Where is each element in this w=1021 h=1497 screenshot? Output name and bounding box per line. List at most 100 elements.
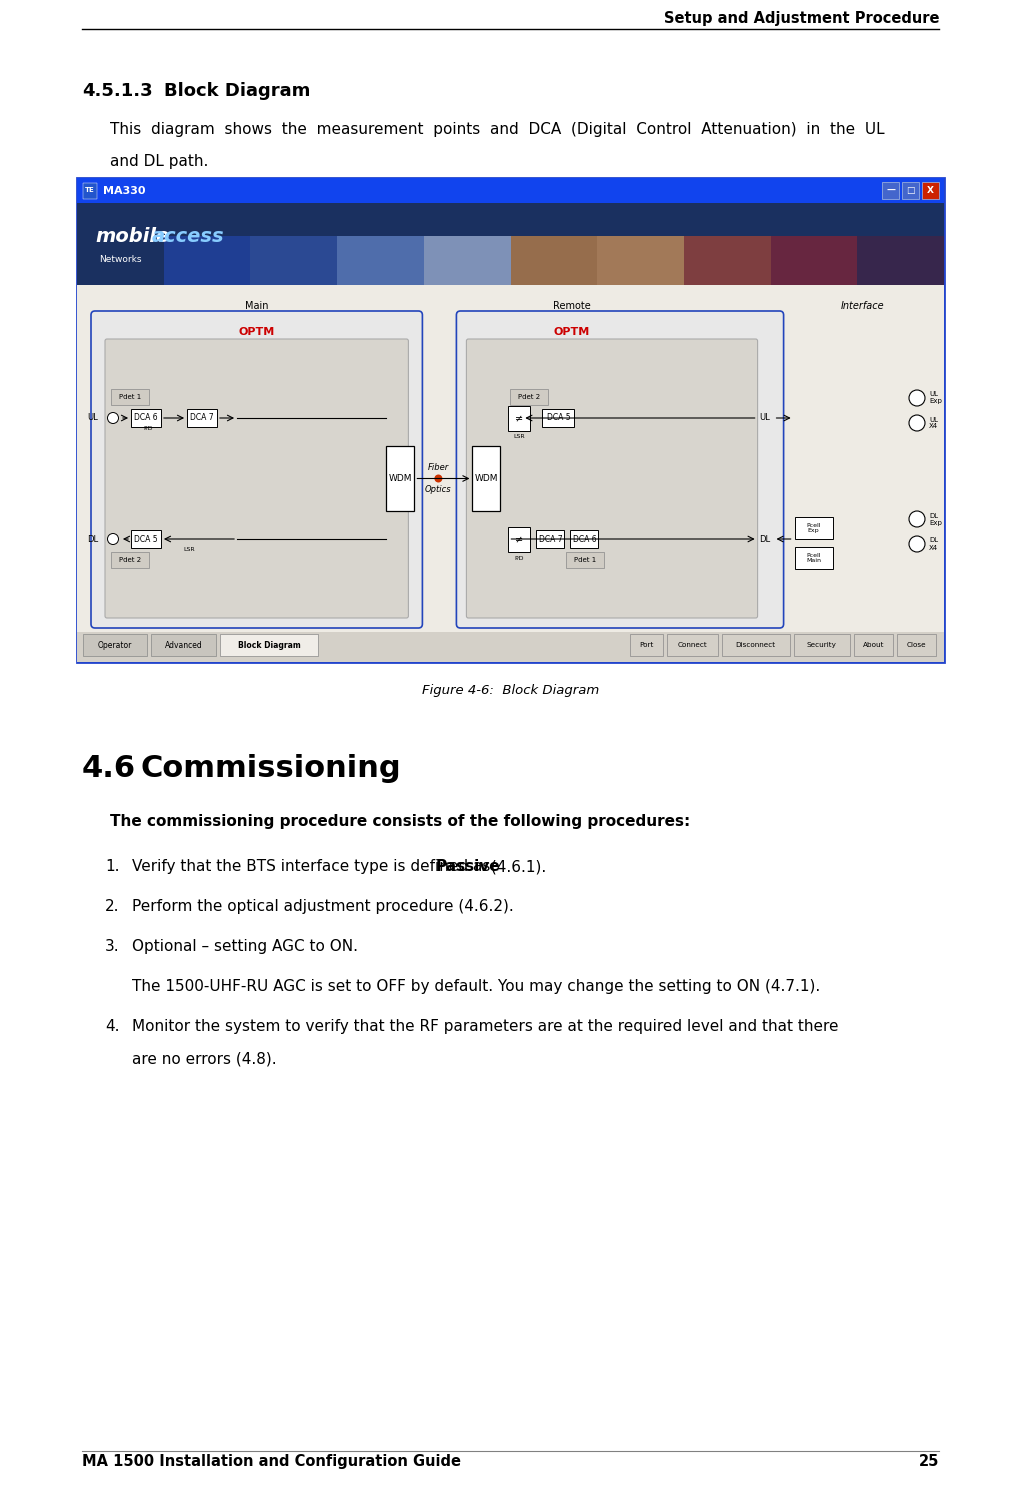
- Text: 1.: 1.: [105, 859, 119, 874]
- FancyBboxPatch shape: [510, 389, 548, 406]
- Text: Block Diagram: Block Diagram: [238, 641, 300, 650]
- Text: Close: Close: [907, 642, 926, 648]
- Text: 4.: 4.: [105, 1019, 119, 1034]
- Text: DL
X4: DL X4: [929, 537, 938, 551]
- Text: □: □: [907, 186, 915, 195]
- Text: DCA 6: DCA 6: [134, 413, 158, 422]
- FancyBboxPatch shape: [91, 311, 423, 629]
- Text: DL: DL: [760, 534, 771, 543]
- FancyBboxPatch shape: [902, 183, 919, 199]
- Text: LSR: LSR: [514, 434, 525, 440]
- Text: Connect: Connect: [677, 642, 708, 648]
- Text: Block Diagram: Block Diagram: [164, 82, 310, 100]
- FancyBboxPatch shape: [882, 183, 900, 199]
- FancyBboxPatch shape: [77, 632, 944, 662]
- FancyBboxPatch shape: [77, 204, 944, 284]
- FancyBboxPatch shape: [897, 635, 936, 656]
- Text: (4.6.1).: (4.6.1).: [486, 859, 546, 874]
- Text: UL: UL: [87, 413, 98, 422]
- Text: Figure 4-6:  Block Diagram: Figure 4-6: Block Diagram: [422, 684, 599, 698]
- Text: Operator: Operator: [98, 641, 133, 650]
- Text: 4.6: 4.6: [82, 754, 136, 783]
- FancyBboxPatch shape: [131, 530, 161, 548]
- Text: Commissioning: Commissioning: [140, 754, 400, 783]
- Text: UL
Exp: UL Exp: [929, 392, 942, 404]
- FancyBboxPatch shape: [220, 635, 319, 656]
- Text: Main: Main: [245, 301, 269, 311]
- FancyBboxPatch shape: [111, 389, 149, 406]
- Text: The 1500-UHF-RU AGC is set to OFF by default. You may change the setting to ON (: The 1500-UHF-RU AGC is set to OFF by def…: [132, 979, 820, 994]
- Text: Remote: Remote: [553, 301, 591, 311]
- FancyBboxPatch shape: [105, 338, 408, 618]
- Circle shape: [107, 533, 118, 545]
- FancyBboxPatch shape: [922, 183, 939, 199]
- Text: Monitor the system to verify that the RF parameters are at the required level an: Monitor the system to verify that the RF…: [132, 1019, 838, 1034]
- Text: OPTM: OPTM: [554, 326, 590, 337]
- Text: are no errors (4.8).: are no errors (4.8).: [132, 1051, 277, 1066]
- FancyBboxPatch shape: [111, 552, 149, 567]
- Text: Security: Security: [807, 642, 837, 648]
- FancyBboxPatch shape: [771, 237, 858, 284]
- FancyBboxPatch shape: [794, 546, 832, 569]
- Text: mobile: mobile: [95, 226, 169, 246]
- Text: DL: DL: [87, 534, 98, 543]
- FancyBboxPatch shape: [163, 237, 250, 284]
- Text: LSR: LSR: [183, 546, 195, 552]
- Text: P.D: P.D: [515, 555, 524, 560]
- Text: DCA 7: DCA 7: [190, 413, 213, 422]
- Text: DCA 6: DCA 6: [573, 534, 596, 543]
- Text: Setup and Adjustment Procedure: Setup and Adjustment Procedure: [664, 10, 939, 25]
- Text: Networks: Networks: [99, 254, 142, 263]
- Text: P.D: P.D: [143, 427, 153, 431]
- FancyBboxPatch shape: [77, 178, 944, 204]
- FancyBboxPatch shape: [250, 237, 337, 284]
- Text: MA330: MA330: [103, 186, 146, 196]
- Text: DCA 5: DCA 5: [134, 534, 158, 543]
- Text: Advanced: Advanced: [164, 641, 202, 650]
- Text: UL
X4: UL X4: [929, 416, 938, 430]
- FancyBboxPatch shape: [722, 635, 789, 656]
- Circle shape: [909, 536, 925, 552]
- FancyBboxPatch shape: [467, 338, 758, 618]
- FancyBboxPatch shape: [131, 409, 161, 427]
- Circle shape: [434, 475, 442, 482]
- Text: 2.: 2.: [105, 900, 119, 915]
- FancyBboxPatch shape: [473, 446, 500, 510]
- Text: TE: TE: [85, 187, 95, 193]
- Text: ≠: ≠: [516, 413, 524, 424]
- FancyBboxPatch shape: [83, 635, 147, 656]
- FancyBboxPatch shape: [77, 237, 163, 284]
- Text: Pdet 2: Pdet 2: [118, 557, 141, 563]
- Text: Interface: Interface: [840, 301, 884, 311]
- FancyBboxPatch shape: [77, 284, 944, 632]
- FancyBboxPatch shape: [83, 183, 97, 199]
- Text: ≠: ≠: [516, 534, 524, 543]
- FancyBboxPatch shape: [151, 635, 215, 656]
- Text: DL
Exp: DL Exp: [929, 512, 942, 525]
- Text: 3.: 3.: [105, 939, 119, 954]
- FancyBboxPatch shape: [858, 237, 944, 284]
- FancyBboxPatch shape: [667, 635, 718, 656]
- Text: OPTM: OPTM: [239, 326, 275, 337]
- Text: The commissioning procedure consists of the following procedures:: The commissioning procedure consists of …: [110, 814, 690, 829]
- FancyBboxPatch shape: [456, 311, 783, 629]
- Text: Verify that the BTS interface type is defined as: Verify that the BTS interface type is de…: [132, 859, 495, 874]
- FancyBboxPatch shape: [337, 237, 424, 284]
- FancyBboxPatch shape: [187, 409, 217, 427]
- Text: Pcell
Exp: Pcell Exp: [807, 522, 821, 533]
- Text: About: About: [863, 642, 884, 648]
- FancyBboxPatch shape: [597, 237, 684, 284]
- Circle shape: [909, 415, 925, 431]
- Text: Pdet 2: Pdet 2: [519, 394, 540, 400]
- Text: WDM: WDM: [475, 475, 498, 484]
- Text: UL: UL: [760, 413, 771, 422]
- FancyBboxPatch shape: [508, 406, 530, 431]
- Circle shape: [909, 510, 925, 527]
- Text: Optional – setting AGC to ON.: Optional – setting AGC to ON.: [132, 939, 358, 954]
- Text: Disconnect: Disconnect: [735, 642, 776, 648]
- Circle shape: [107, 413, 118, 424]
- Text: access: access: [152, 226, 225, 246]
- Text: 4.5.1.3: 4.5.1.3: [82, 82, 152, 100]
- Text: —: —: [886, 186, 895, 195]
- FancyBboxPatch shape: [510, 237, 597, 284]
